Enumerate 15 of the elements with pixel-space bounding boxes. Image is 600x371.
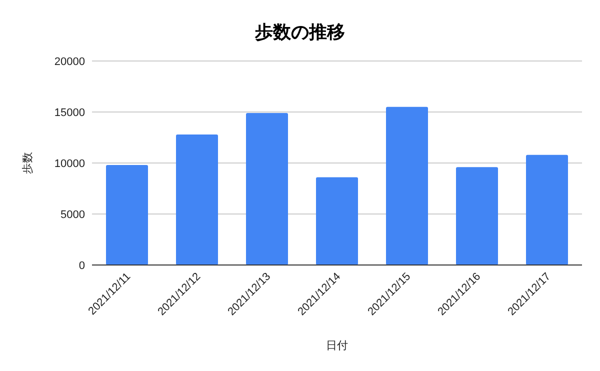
x-axis-title: 日付 (326, 340, 348, 352)
bar (176, 134, 218, 265)
bar (526, 154, 568, 265)
y-tick-label: 20000 (54, 56, 85, 68)
y-tick-label: 5000 (60, 209, 85, 221)
y-axis-title: 歩数 (21, 152, 34, 174)
bar (316, 177, 358, 265)
y-tick-label: 0 (78, 260, 85, 272)
bar (246, 113, 288, 265)
bar (456, 167, 498, 265)
y-tick-label: 15000 (54, 107, 85, 119)
chart-title: 歩数の推移 (254, 22, 345, 42)
y-tick-label: 10000 (54, 158, 85, 170)
bar (386, 106, 428, 265)
bar (106, 165, 148, 265)
